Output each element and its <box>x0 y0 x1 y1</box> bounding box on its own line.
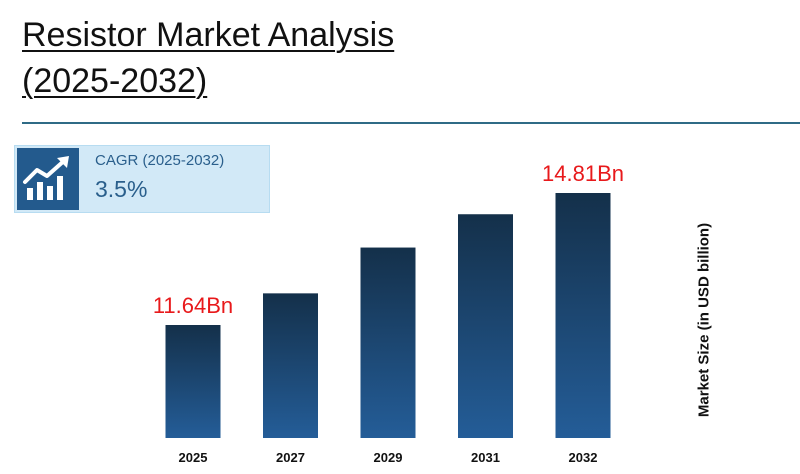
bar-2029 <box>360 247 416 438</box>
bar-2031 <box>458 214 513 438</box>
bar-2025 <box>165 325 221 438</box>
title-line-2: (2025-2032) <box>22 62 208 100</box>
bar-2027 <box>263 293 318 438</box>
cagr-label: CAGR (2025-2032) <box>95 152 225 169</box>
page-title: Resistor Market Analysis (2025-2032) <box>22 12 394 104</box>
title-line-1: Resistor Market Analysis <box>22 16 395 54</box>
cagr-value: 3.5% <box>95 176 148 202</box>
data-label-2032: 14.81Bn <box>542 161 624 186</box>
title-divider <box>22 122 800 124</box>
x-tick-label: 2029 <box>374 450 403 465</box>
data-label-2025: 11.64Bn <box>153 293 233 318</box>
x-tick-label: 2025 <box>179 450 208 465</box>
y-axis-label: Market Size (in USD billion) <box>695 222 713 418</box>
x-tick-label: 2027 <box>276 450 305 465</box>
growth-chart-icon <box>17 148 79 210</box>
x-tick-label: 2031 <box>471 450 500 465</box>
x-tick-label: 2032 <box>569 450 598 465</box>
cagr-badge: CAGR (2025-2032) 3.5% <box>14 145 270 213</box>
bar-2032 <box>555 193 611 438</box>
